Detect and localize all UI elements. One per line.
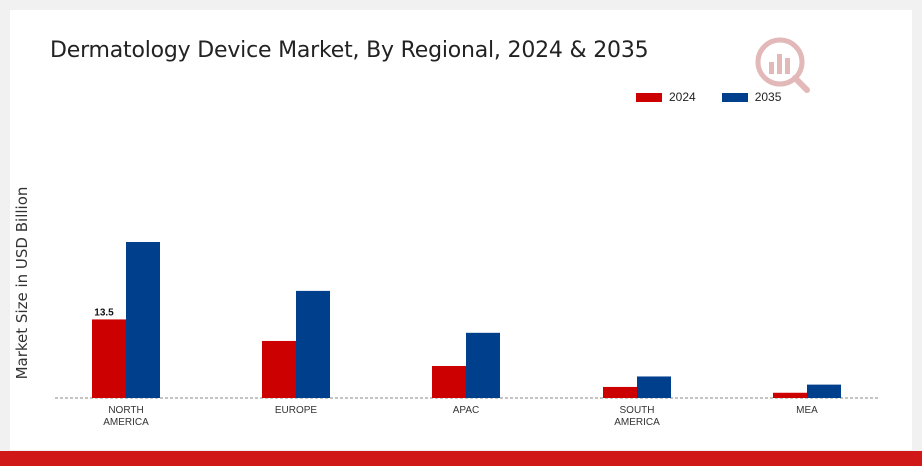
bar-2035-north-america <box>126 242 160 398</box>
bar-2035-europe <box>296 290 330 398</box>
bar-2024-north-america <box>92 319 126 398</box>
x-tick-label: SOUTH AMERICA <box>614 405 660 428</box>
x-tick-label: EUROPE <box>275 405 318 416</box>
legend-label-2035: 2035 <box>754 90 782 104</box>
x-tick-label: NORTH AMERICA <box>103 405 149 428</box>
bar-2035-apac <box>466 332 500 398</box>
chart-title: Dermatology Device Market, By Regional, … <box>50 38 649 63</box>
legend-label-2024: 2024 <box>669 90 696 104</box>
bar-2035-south-america <box>637 376 671 398</box>
market-research-logo-icon <box>755 37 810 93</box>
bar-2024-south-america <box>603 386 637 398</box>
chart-legend: 2024 2035 <box>636 90 807 104</box>
footer-accent-bar <box>0 451 922 466</box>
legend-swatch-2024 <box>636 92 662 102</box>
bar-2024-europe <box>262 340 296 398</box>
legend-item-2035: 2035 <box>721 90 782 104</box>
bar-2024-apac <box>432 365 466 398</box>
data-label: 13.5 <box>94 307 114 318</box>
legend-swatch-2035 <box>721 92 748 102</box>
x-tick-label: MEA <box>796 405 818 416</box>
bar-2024-mea <box>773 392 807 398</box>
x-tick-label: APAC <box>453 405 480 416</box>
bar-2035-mea <box>807 384 841 398</box>
legend-item-2024: 2024 <box>636 90 696 104</box>
